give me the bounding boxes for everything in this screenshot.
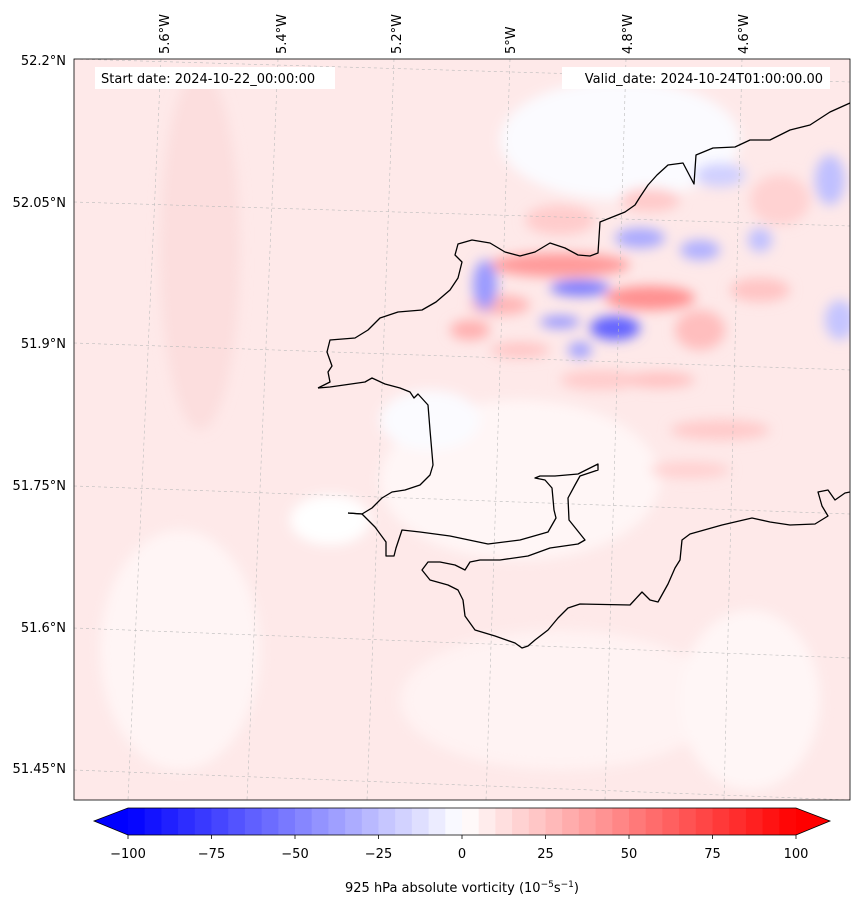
- colorbar-cell: [512, 808, 530, 835]
- colorbar-cell: [578, 808, 597, 835]
- colorbar-min-extend: [94, 808, 128, 835]
- colorbar-tick-labels: −100 −75 −50 −25 0 25 50 75 100: [110, 847, 808, 862]
- colorbar-cell: [395, 808, 413, 835]
- colorbar-cell: [595, 808, 613, 835]
- valid-date-box: Valid_date: 2024-10-24T01:00:00.00: [562, 67, 830, 89]
- longitude-labels: 5.6°W 5.4°W 5.2°W 5°W 4.8°W 4.6°W: [158, 14, 752, 54]
- lon-label: 5.2°W: [390, 14, 405, 54]
- colorbar-tick-label: 0: [458, 847, 466, 862]
- colorbar-cell: [228, 808, 246, 835]
- colorbar-cell: [411, 808, 430, 835]
- colorbar-tick-label: 100: [784, 847, 809, 862]
- colorbar-cell: [729, 808, 747, 835]
- lon-label: 4.6°W: [737, 14, 752, 54]
- colorbar-cell: [161, 808, 179, 835]
- colorbar-tick-label: 25: [537, 847, 554, 862]
- colorbar-cell: [428, 808, 446, 835]
- colorbar-ticks: [127, 835, 797, 839]
- lat-label: 51.45°N: [13, 762, 66, 777]
- colorbar-cell: [345, 808, 363, 835]
- colorbar-cell: [528, 808, 546, 835]
- lat-label: 51.9°N: [21, 337, 66, 352]
- colorbar-cell: [629, 808, 647, 835]
- colorbar-cell: [295, 808, 313, 835]
- colorbar-cell: [178, 808, 196, 835]
- colorbar-cell: [679, 808, 697, 835]
- coastline: [317, 102, 850, 649]
- colorbar: −100 −75 −50 −25 0 25 50 75 100 925 hPa …: [92, 807, 832, 896]
- colorbar-max-extend: [796, 808, 830, 835]
- vorticity-field: [100, 70, 850, 790]
- colorbar-cell: [361, 808, 379, 835]
- colorbar-cell: [495, 808, 513, 835]
- colorbar-cell: [662, 808, 680, 835]
- colorbar-tick-label: 75: [704, 847, 721, 862]
- colorbar-cell: [478, 808, 496, 835]
- colorbar-cell: [762, 808, 780, 835]
- map-frame: [73, 58, 851, 801]
- colorbar-cell: [194, 808, 212, 835]
- colorbar-cell: [462, 808, 480, 835]
- colorbar-cell: [244, 808, 263, 835]
- colorbar-cell: [128, 808, 146, 835]
- colorbar-cell: [645, 808, 663, 835]
- colorbar-cell: [745, 808, 764, 835]
- colorbar-title: 925 hPa absolute vorticity (10−5s−1): [345, 880, 579, 896]
- colorbar-cell: [211, 808, 229, 835]
- lat-label: 51.75°N: [13, 479, 66, 494]
- latitude-labels: 52.2°N 52.05°N 51.9°N 51.75°N 51.6°N 51.…: [13, 54, 66, 777]
- colorbar-cell: [695, 808, 713, 835]
- lon-label: 5°W: [504, 26, 519, 54]
- colorbar-cell: [712, 808, 730, 835]
- colorbar-cells: [128, 808, 797, 835]
- colorbar-tick-label: −100: [110, 847, 146, 862]
- colorbar-tick-label: −25: [365, 847, 392, 862]
- colorbar-cell: [779, 808, 797, 835]
- colorbar-cell: [562, 808, 580, 835]
- lon-label: 4.8°W: [621, 14, 636, 54]
- colorbar-cell: [612, 808, 630, 835]
- lon-label: 5.6°W: [158, 14, 173, 54]
- colorbar-cell: [144, 808, 162, 835]
- colorbar-cell: [261, 808, 279, 835]
- colorbar-tick-label: −50: [281, 847, 308, 862]
- colorbar-tick-label: 50: [621, 847, 638, 862]
- valid-date-label: Valid_date: 2024-10-24T01:00:00.00: [585, 72, 823, 87]
- colorbar-cell: [328, 808, 346, 835]
- start-date-label: Start date: 2024-10-22_00:00:00: [101, 72, 315, 87]
- colorbar-cell: [278, 808, 296, 835]
- colorbar-cell: [545, 808, 563, 835]
- gridlines: [74, 59, 850, 800]
- map-panel: Start date: 2024-10-22_00:00:00 Valid_da…: [74, 59, 850, 800]
- colorbar-tick-label: −75: [198, 847, 225, 862]
- lat-label: 52.05°N: [13, 196, 66, 211]
- lat-label: 51.6°N: [21, 621, 66, 636]
- colorbar-cell: [378, 808, 396, 835]
- lon-label: 5.4°W: [275, 14, 290, 54]
- start-date-box: Start date: 2024-10-22_00:00:00: [95, 67, 335, 89]
- colorbar-cell: [311, 808, 329, 835]
- lat-label: 52.2°N: [21, 54, 66, 69]
- colorbar-cell: [445, 808, 463, 835]
